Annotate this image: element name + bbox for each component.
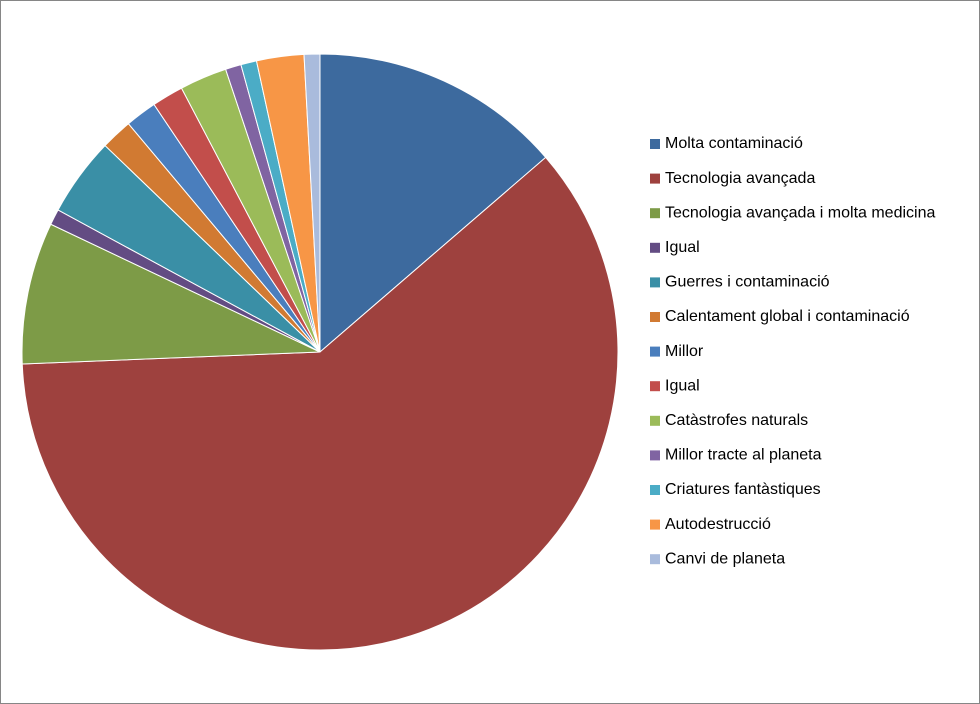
legend-swatch xyxy=(650,139,660,149)
legend-label: Igual xyxy=(665,377,700,394)
legend-label: Catàstrofes naturals xyxy=(665,412,808,429)
legend-label: Calentament global i contaminació xyxy=(665,308,910,325)
legend-swatch xyxy=(650,450,660,461)
legend-swatch xyxy=(650,173,660,184)
legend-label: Autodestrucció xyxy=(665,516,771,533)
legend-swatch xyxy=(650,381,660,392)
pie-slice xyxy=(21,156,619,651)
legend-swatch xyxy=(650,242,660,253)
legend-label: Igual xyxy=(665,239,700,256)
legend-label: Millor tracte al planeta xyxy=(665,447,822,464)
legend-swatch xyxy=(650,346,660,357)
legend-swatch xyxy=(650,485,660,495)
legend-swatch xyxy=(650,208,660,219)
pie-slice xyxy=(303,53,321,353)
legend-swatch xyxy=(650,554,660,565)
legend-label: Tecnologia avançada i molta medicina xyxy=(665,204,935,221)
legend-label: Millor xyxy=(665,343,704,360)
legend-label: Canvi de planeta xyxy=(665,550,785,567)
pie-slice xyxy=(319,53,547,354)
legend-swatch xyxy=(650,519,660,530)
legend-swatch xyxy=(650,312,660,322)
legend-swatch xyxy=(650,415,660,426)
legend-label: Molta contaminació xyxy=(665,135,803,152)
legend-label: Tecnologia avançada xyxy=(665,170,815,187)
pie-slice xyxy=(21,223,321,365)
legend-swatch xyxy=(650,277,660,288)
legend-label: Criatures fantàstiques xyxy=(665,481,821,498)
legend-label: Guerres i contaminació xyxy=(665,274,830,291)
